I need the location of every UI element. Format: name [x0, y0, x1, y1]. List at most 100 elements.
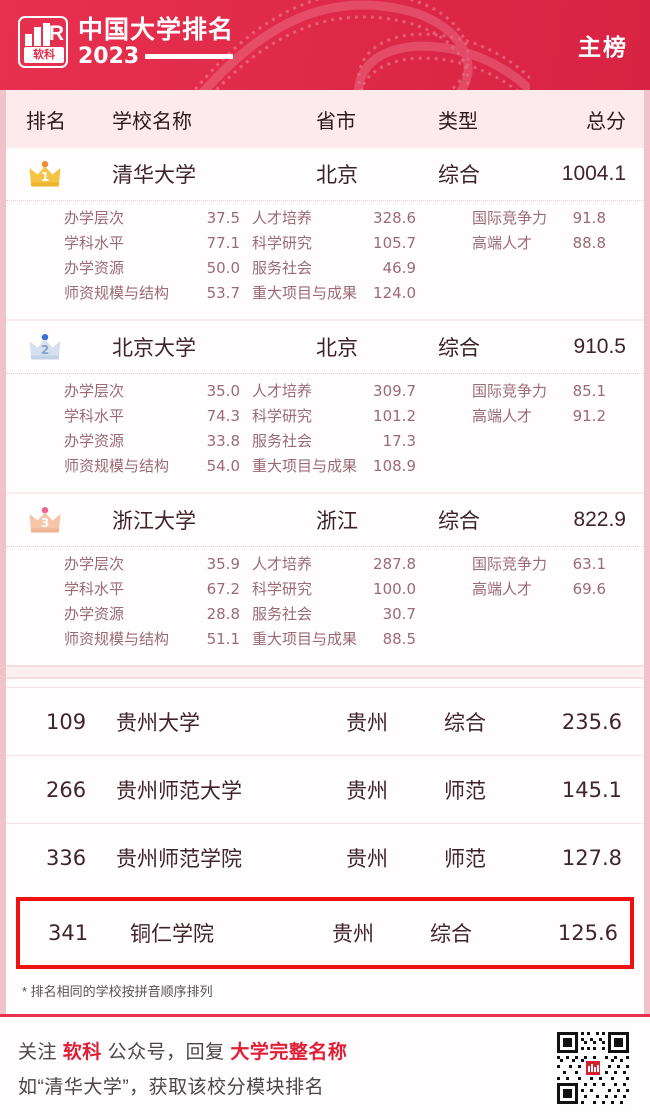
- footer-accent-keyword: 大学完整名称: [230, 1041, 348, 1063]
- metric-label: 高端人才: [472, 581, 533, 598]
- metric-value: 328.6: [373, 209, 416, 227]
- metric-group-3: 国际竞争力 63.1 高端人才 69.6: [472, 553, 644, 653]
- university-summary-row[interactable]: 2 北京大学 北京 综合 910.5: [6, 321, 644, 373]
- metric-value: 287.8: [373, 555, 416, 573]
- metric-row: 重大项目与成果 108.9: [252, 455, 472, 480]
- university-block[interactable]: 3 浙江大学 浙江 综合 822.9 办学层次 35.9 学科水平 67.2 办学资…: [6, 492, 644, 665]
- metric-value: 63.1: [572, 555, 606, 573]
- metric-value: 74.3: [206, 407, 240, 425]
- metric-row: 办学资源 33.8: [64, 430, 252, 455]
- metric-value: 100.0: [373, 580, 416, 598]
- metric-row: 服务社会 30.7: [252, 603, 472, 628]
- metric-label: 高端人才: [472, 235, 533, 252]
- metric-value: 77.1: [206, 234, 240, 252]
- metric-label: 学科水平: [64, 235, 125, 252]
- metric-value: 67.2: [206, 580, 240, 598]
- metric-label: 服务社会: [252, 606, 313, 623]
- metric-value: 108.9: [373, 457, 416, 475]
- metric-value: 17.3: [382, 432, 416, 450]
- metric-value: 37.5: [206, 209, 240, 227]
- footer-line-1: 关注 软科 公众号，回复 大学完整名称: [18, 1037, 347, 1064]
- metric-row: 服务社会 17.3: [252, 430, 472, 455]
- metric-value: 46.9: [382, 259, 416, 277]
- university-type: 综合: [438, 164, 480, 187]
- row-name: 铜仁学院: [130, 923, 214, 946]
- ranking-rows: 109 贵州大学 贵州 综合 235.6 266 贵州师范大学 贵州 师范 14…: [6, 679, 644, 1014]
- column-header-score: 总分: [586, 110, 626, 133]
- row-score: 127.8: [561, 845, 622, 870]
- metric-label: 办学资源: [64, 606, 125, 623]
- logo-rule: [145, 54, 234, 59]
- column-header-rank: 排名: [26, 110, 66, 133]
- university-block[interactable]: 2 北京大学 北京 综合 910.5 办学层次 35.0 学科水平 74.3 办学资…: [6, 319, 644, 492]
- metric-breakdown: 办学层次 35.0 学科水平 74.3 办学资源 33.8 师资规模与结构 54.0 人…: [6, 373, 644, 492]
- metric-label: 人才培养: [252, 556, 313, 573]
- table-row[interactable]: 266 贵州师范大学 贵州 师范 145.1: [6, 755, 644, 823]
- metric-group-1: 办学层次 35.9 学科水平 67.2 办学资源 28.8 师资规模与结构 51.1: [6, 553, 252, 653]
- metric-label: 科学研究: [252, 408, 313, 425]
- row-type: 综合: [444, 711, 486, 735]
- metric-row: 人才培养 328.6: [252, 207, 472, 232]
- university-score: 1004.1: [561, 162, 626, 185]
- metric-row: 高端人才 91.2: [472, 405, 644, 430]
- metric-row: 学科水平 74.3: [64, 405, 252, 430]
- metric-row: 学科水平 67.2: [64, 578, 252, 603]
- metric-value: 124.0: [373, 284, 416, 302]
- metric-breakdown: 办学层次 35.9 学科水平 67.2 办学资源 28.8 师资规模与结构 51.1 人…: [6, 546, 644, 665]
- metric-label: 师资规模与结构: [64, 631, 170, 648]
- section-divider: [6, 665, 644, 679]
- crown-gold-icon: 1: [28, 161, 62, 187]
- metric-value: 105.7: [373, 234, 416, 252]
- metric-label: 科学研究: [252, 235, 313, 252]
- metric-row: 人才培养 309.7: [252, 380, 472, 405]
- brand-logo: R 软科 中国大学排名 2023: [18, 16, 234, 68]
- metric-label: 人才培养: [252, 210, 313, 227]
- metric-row: 师资规模与结构 51.1: [64, 628, 252, 653]
- row-type: 师范: [444, 847, 486, 871]
- metric-value: 101.2: [373, 407, 416, 425]
- metric-label: 国际竞争力: [472, 210, 548, 227]
- metric-row: 办学资源 50.0: [64, 257, 252, 282]
- metric-value: 88.8: [572, 234, 606, 252]
- metric-label: 国际竞争力: [472, 383, 548, 400]
- university-summary-row[interactable]: 1 清华大学 北京 综合 1004.1: [6, 148, 644, 200]
- metric-label: 办学层次: [64, 383, 125, 400]
- metric-row: 国际竞争力 91.8: [472, 207, 644, 232]
- metric-value: 309.7: [373, 382, 416, 400]
- metric-label: 学科水平: [64, 581, 125, 598]
- metric-group-1: 办学层次 35.0 学科水平 74.3 办学资源 33.8 师资规模与结构 54.0: [6, 380, 252, 480]
- table-header-row: 排名 学校名称 省市 类型 总分: [6, 90, 644, 148]
- ribbon-graphic: [192, 0, 530, 90]
- metric-label: 高端人才: [472, 408, 533, 425]
- metric-row: 人才培养 287.8: [252, 553, 472, 578]
- university-province: 浙江: [316, 510, 358, 533]
- page-footer: 关注 软科 公众号，回复 大学完整名称 如“清华大学”，获取该校分模块排名: [0, 1014, 650, 1118]
- metric-row: 服务社会 46.9: [252, 257, 472, 282]
- qr-code-icon[interactable]: [554, 1028, 632, 1107]
- university-score: 822.9: [573, 508, 626, 531]
- metric-row: 高端人才 88.8: [472, 232, 644, 257]
- edition-year: 2023: [78, 43, 140, 69]
- university-summary-row[interactable]: 3 浙江大学 浙江 综合 822.9: [6, 494, 644, 546]
- table-footnote: * 排名相同的学校按拼音顺序排列: [6, 973, 644, 1010]
- metric-row: 办学层次 35.9: [64, 553, 252, 578]
- metric-row: 国际竞争力 63.1: [472, 553, 644, 578]
- metric-label: 重大项目与成果: [252, 458, 358, 475]
- rank-number: 3: [40, 516, 50, 530]
- metric-row: 国际竞争力 85.1: [472, 380, 644, 405]
- university-province: 北京: [316, 164, 358, 187]
- footer-accent-brand: 软科: [62, 1041, 102, 1063]
- university-block[interactable]: 1 清华大学 北京 综合 1004.1 办学层次 37.5 学科水平 77.1 办学…: [6, 148, 644, 319]
- table-row[interactable]: 109 贵州大学 贵州 综合 235.6: [6, 687, 644, 755]
- metric-label: 国际竞争力: [472, 556, 548, 573]
- metric-row: 办学层次 35.0: [64, 380, 252, 405]
- footer-text-b: 公众号，回复: [101, 1041, 231, 1063]
- row-score: 125.6: [557, 921, 618, 945]
- metric-label: 人才培养: [252, 383, 313, 400]
- table-row[interactable]: 336 贵州师范学院 贵州 师范 127.8: [6, 823, 644, 891]
- metric-row: 学科水平 77.1: [64, 232, 252, 257]
- table-row-highlighted[interactable]: 341 铜仁学院 贵州 综合 125.6: [16, 897, 634, 969]
- metric-group-2: 人才培养 328.6 科学研究 105.7 服务社会 46.9 重大项目与成果 124.…: [252, 207, 472, 307]
- row-score: 235.6: [561, 709, 622, 734]
